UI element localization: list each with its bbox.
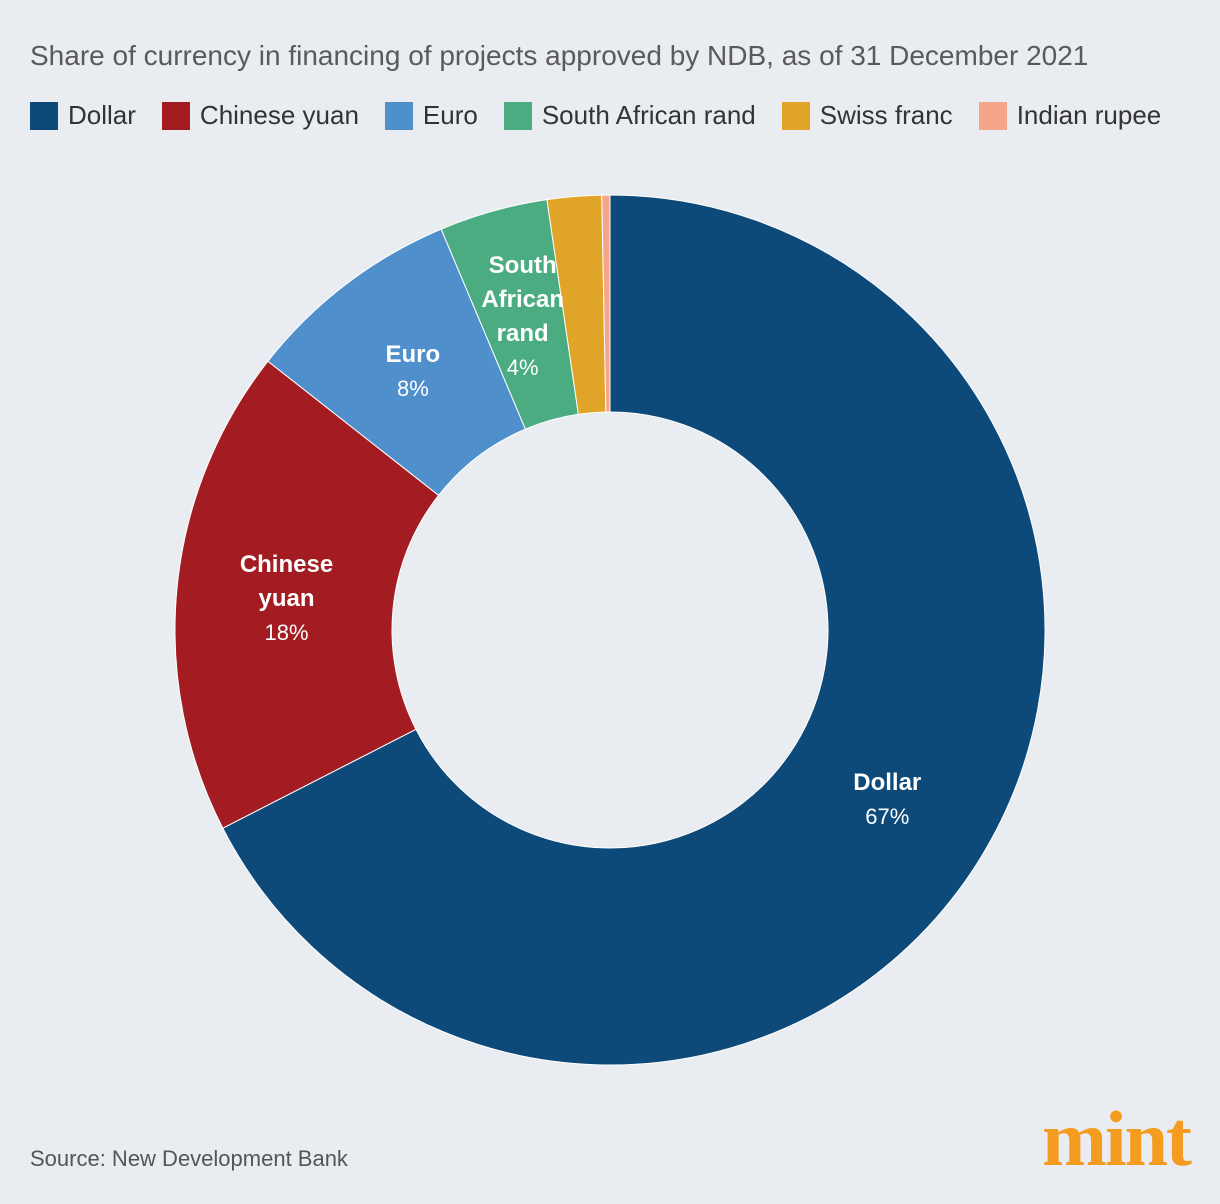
legend-label: Chinese yuan — [199, 100, 359, 130]
donut-slice — [222, 194, 1046, 1066]
slice-value: 18% — [264, 619, 309, 645]
slice-name: Chinese yuan — [239, 550, 334, 612]
legend-swatch — [161, 101, 190, 130]
legend-item: Dollar — [30, 100, 136, 131]
legend-swatch — [384, 101, 413, 130]
legend-swatch — [781, 101, 810, 130]
source: Source: New Development Bank — [30, 1146, 348, 1171]
donut-slice — [601, 194, 611, 413]
logo: mint — [1042, 1095, 1192, 1182]
legend-swatch — [30, 101, 58, 130]
slice-label: Chinese yuan 18% — [222, 548, 352, 650]
legend-label: Indian rupee — [1016, 100, 1162, 130]
legend-label: Swiss franc — [819, 100, 953, 130]
slice-label: South African rand 4% — [473, 249, 573, 385]
slice-label: Euro 8% — [348, 338, 478, 406]
legend-swatch — [503, 101, 532, 130]
legend-item: Indian rupee — [978, 100, 1162, 131]
legend-label: Euro — [422, 100, 478, 130]
legend-item: Chinese yuan — [161, 100, 359, 131]
legend-item: Euro — [384, 100, 478, 131]
legend: Dollar Chinese yuan Euro South African rand… — [30, 100, 1161, 131]
slice-value: 8% — [396, 375, 429, 401]
chart-title: Share of currency in financing of projec… — [30, 40, 1089, 71]
legend-label: South African rand — [541, 100, 756, 130]
slice-name: Euro — [385, 340, 441, 368]
legend-item: South African rand — [503, 100, 756, 131]
slice-value: 4% — [506, 354, 539, 380]
legend-label: Dollar — [68, 100, 136, 130]
slice-label: Dollar 67% — [822, 766, 952, 834]
legend-swatch — [978, 101, 1007, 130]
slice-value: 67% — [865, 803, 910, 829]
donut-slice — [174, 360, 440, 829]
legend-item: Swiss franc — [781, 100, 953, 131]
slice-name: Dollar — [853, 768, 922, 796]
slice-name: South African rand — [481, 251, 564, 347]
